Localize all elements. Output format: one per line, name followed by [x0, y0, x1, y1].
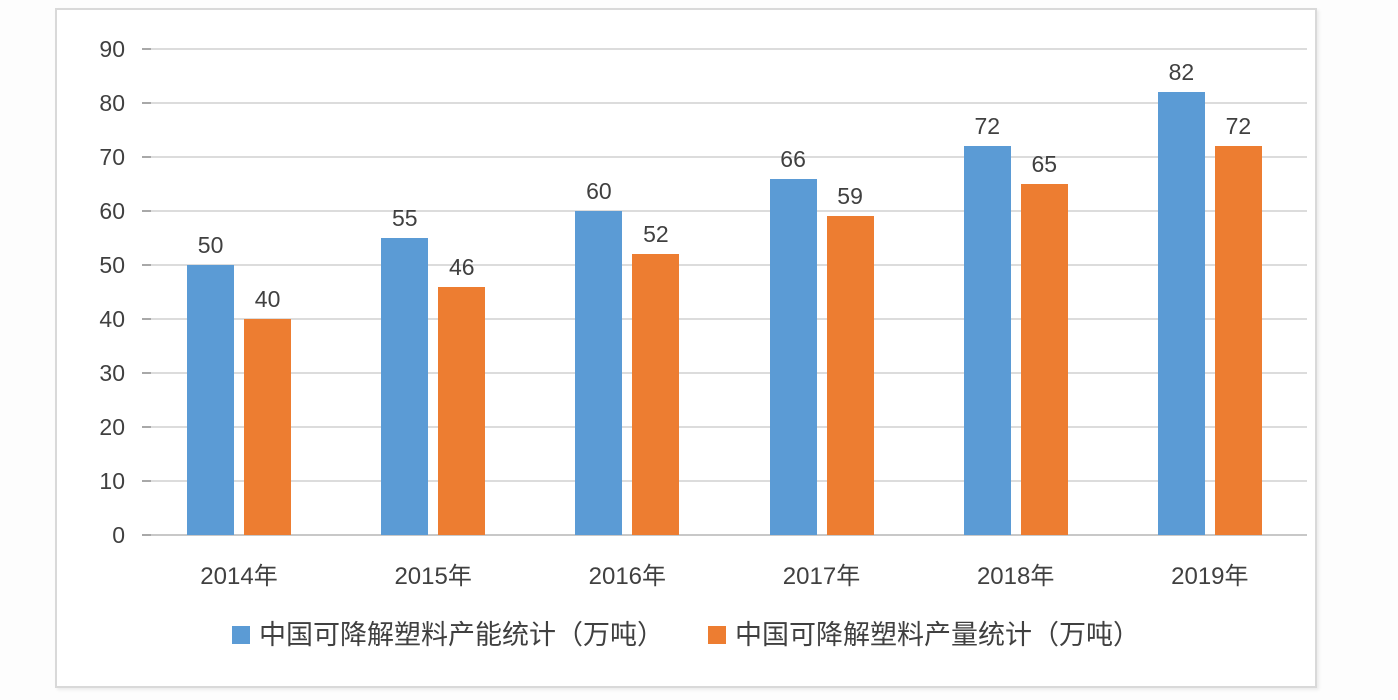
bar-output-2015年	[438, 286, 486, 535]
x-axis-label: 2015年	[394, 563, 472, 590]
bar-output-2019年	[1214, 146, 1262, 535]
y-axis-tick	[142, 372, 151, 374]
bar-output-2016年	[632, 254, 680, 535]
gridline	[142, 102, 1307, 104]
bar-value-label: 55	[391, 205, 418, 231]
gridline	[142, 264, 1307, 266]
bar-capacity-2014年	[187, 265, 235, 535]
bar-capacity-2016年	[575, 211, 623, 535]
y-axis-tick	[142, 480, 151, 482]
bar-capacity-2018年	[963, 146, 1011, 535]
x-axis-label: 2019年	[1171, 563, 1249, 590]
legend-marker-icon	[708, 626, 726, 644]
y-axis-tick	[142, 210, 151, 212]
bar-value-label: 72	[1225, 113, 1252, 140]
bar-value-label: 82	[1168, 59, 1195, 86]
y-axis-label: 30	[99, 360, 125, 386]
y-axis-tick	[142, 264, 151, 266]
bar-value-label: 46	[448, 253, 475, 280]
bar-value-label: 66	[780, 145, 806, 172]
gridline	[142, 48, 1307, 50]
y-axis-label: 50	[99, 252, 125, 278]
x-axis-label: 2014年	[200, 563, 278, 590]
legend-item-output: 中国可降解塑料产量统计（万吨）	[708, 618, 1140, 652]
y-axis-label: 90	[99, 36, 125, 62]
y-axis-label: 40	[99, 306, 125, 332]
y-axis-tick	[142, 426, 151, 428]
bar-capacity-2019年	[1157, 92, 1205, 535]
bar-output-2018年	[1020, 184, 1068, 535]
bar-value-label: 52	[643, 221, 669, 248]
y-axis-label: 20	[99, 414, 125, 440]
bar-value-label: 40	[254, 286, 281, 312]
y-axis-label: 70	[99, 144, 125, 170]
gridline	[142, 372, 1307, 374]
bar-output-2014年	[244, 319, 292, 535]
legend-label: 中国可降解塑料产能统计（万吨）	[259, 620, 664, 650]
bar-output-2017年	[826, 216, 874, 535]
gridline	[142, 480, 1307, 482]
gridline	[142, 210, 1307, 212]
chart-frame: 0 10 20 30 40 50 60 70 80 90 50 40 2014年 55 46 2015年 60 5…	[55, 8, 1317, 688]
y-axis-label: 60	[99, 198, 125, 224]
legend-label: 中国可降解塑料产量统计（万吨）	[735, 620, 1140, 650]
y-axis-tick	[142, 102, 151, 104]
plot-area: 0 10 20 30 40 50 60 70 80 90 50 40 2014年 55 46 2015年 60 5…	[57, 10, 1315, 686]
legend-item-capacity: 中国可降解塑料产能统计（万吨）	[232, 618, 664, 652]
gridline	[142, 534, 1307, 536]
gridline	[142, 426, 1307, 428]
y-axis-label: 10	[99, 468, 125, 494]
bar-capacity-2015年	[381, 238, 429, 535]
y-axis-tick	[142, 156, 151, 158]
bar-value-label: 65	[1031, 151, 1058, 177]
y-axis-tick	[142, 318, 151, 320]
bar-capacity-2017年	[769, 178, 817, 535]
x-axis-label: 2018年	[976, 563, 1055, 590]
y-axis-label: 0	[112, 522, 125, 548]
bar-value-label: 60	[586, 178, 612, 204]
y-axis-tick	[142, 48, 151, 50]
bar-value-label: 72	[974, 113, 1001, 140]
x-axis-label: 2016年	[588, 563, 667, 590]
gridline	[142, 318, 1307, 320]
bar-value-label: 59	[837, 183, 863, 210]
bar-value-label: 50	[197, 232, 224, 258]
x-axis-label: 2017年	[782, 563, 861, 590]
chart-legend: 中国可降解塑料产能统计（万吨） 中国可降解塑料产量统计（万吨）	[57, 618, 1315, 652]
legend-marker-icon	[232, 626, 250, 644]
y-axis-label: 80	[99, 90, 125, 116]
y-axis-tick	[142, 534, 151, 536]
gridline	[142, 156, 1307, 158]
